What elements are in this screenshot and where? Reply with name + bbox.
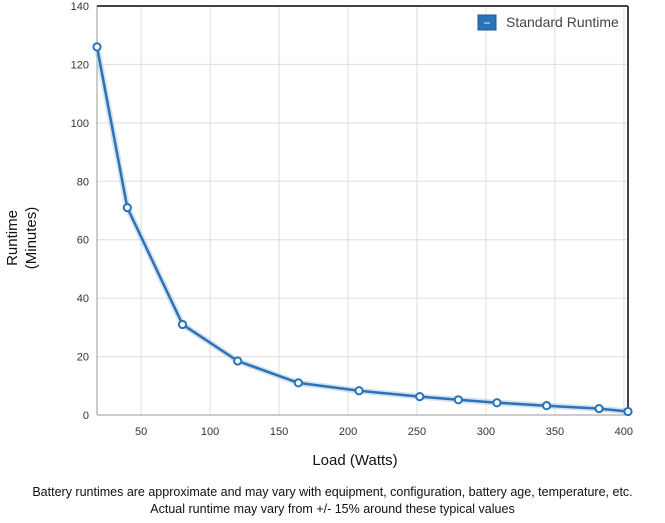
x-tick-label: 150 [270, 426, 288, 438]
data-point[interactable] [122, 202, 132, 213]
y-axis-title-line1: Runtime [4, 210, 21, 266]
x-tick-label: 50 [135, 426, 147, 438]
data-point[interactable] [233, 356, 243, 366]
grid [97, 5, 628, 416]
legend-swatch[interactable] [477, 14, 497, 31]
x-tick-label: 250 [408, 426, 426, 438]
series-layer [92, 42, 633, 417]
x-tick-label: 350 [546, 426, 564, 438]
y-tick-label: 140 [71, 1, 89, 13]
y-axis-title-line2: (Minutes) [23, 207, 40, 270]
plot-area [97, 6, 628, 415]
data-point[interactable] [92, 42, 102, 52]
data-point[interactable] [594, 403, 604, 414]
x-tick-label: 300 [477, 426, 495, 438]
data-point[interactable] [453, 395, 463, 405]
legend-label: Standard Runtime [506, 14, 619, 30]
y-tick-label: 60 [77, 235, 89, 247]
series-line [95, 46, 629, 413]
y-tick-label: 80 [77, 176, 89, 188]
chart-svg: 0 20 40 60 80 100 120 140 50 100 150 200 250 300 350 40… [4, 1, 633, 469]
y-tick-label: 20 [77, 352, 89, 364]
x-tick-label: 200 [339, 426, 357, 438]
x-axis-title: Load (Watts) [312, 452, 397, 469]
axes: 0 20 40 60 80 100 120 140 50 100 150 200 250 300 350 40… [71, 1, 633, 438]
legend: − Standard Runtime [477, 14, 619, 31]
data-point[interactable] [354, 386, 364, 396]
legend-swatch-symbol: − [483, 16, 490, 30]
data-point[interactable] [492, 398, 502, 408]
y-tick-label: 120 [71, 59, 89, 71]
data-point[interactable] [293, 378, 303, 388]
data-point[interactable] [415, 391, 425, 402]
footnote-line-1: Battery runtimes are approximate and may… [32, 485, 633, 499]
x-tick-label: 400 [615, 426, 633, 438]
y-tick-label: 0 [83, 410, 89, 422]
data-point[interactable] [177, 319, 188, 330]
x-tick-label: 100 [201, 426, 219, 438]
footnote-line-2: Actual runtime may vary from +/- 15% aro… [150, 502, 515, 516]
data-point[interactable] [542, 401, 552, 411]
y-tick-label: 100 [71, 118, 89, 130]
data-point[interactable] [623, 406, 633, 417]
y-tick-label: 40 [77, 293, 89, 305]
